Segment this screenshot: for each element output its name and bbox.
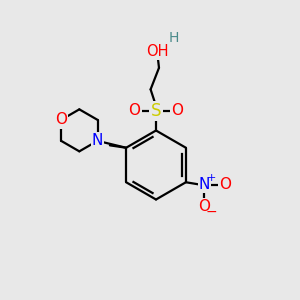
Text: −: − <box>206 205 217 219</box>
Text: +: + <box>207 173 216 183</box>
Text: H: H <box>169 31 179 45</box>
Text: O: O <box>55 112 67 127</box>
Text: O: O <box>128 103 140 118</box>
Text: O: O <box>172 103 184 118</box>
Text: O: O <box>199 199 211 214</box>
Text: N: N <box>199 177 210 192</box>
Text: N: N <box>92 133 103 148</box>
Text: OH: OH <box>146 44 169 59</box>
Text: O: O <box>219 177 231 192</box>
Text: S: S <box>151 102 161 120</box>
